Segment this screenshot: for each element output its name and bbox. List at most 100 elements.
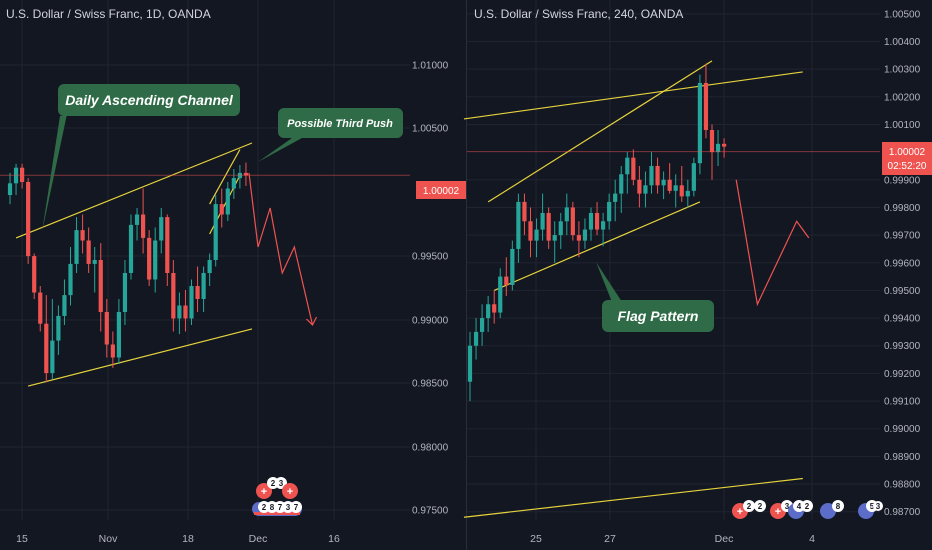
candle-body	[153, 240, 158, 280]
candle-body	[534, 229, 539, 241]
price-axis-tick-label: 0.98000	[412, 443, 449, 454]
candle-body	[709, 130, 715, 153]
candle-body	[177, 305, 182, 319]
swiss-cross-glyph: +	[737, 506, 743, 518]
trendline	[463, 477, 803, 518]
price-axis-tick-label: 1.00500	[884, 9, 921, 20]
candle-body	[195, 286, 200, 299]
event-count-text: 5	[870, 502, 875, 511]
left-price-tag-bg	[416, 181, 466, 199]
right-time-axis[interactable]: 25 27 Dec 4	[530, 533, 815, 545]
price-axis-tick-label: 0.99700	[884, 231, 921, 242]
time-axis-tick-label: Nov	[99, 533, 118, 545]
price-axis-tick-label: 0.99200	[884, 369, 921, 380]
daily-channel-box	[58, 84, 240, 116]
candle-body	[588, 212, 594, 230]
price-axis-tick-label: 0.98500	[412, 379, 449, 390]
candle-body	[201, 273, 206, 299]
candle-body	[492, 304, 497, 313]
third-push-box	[278, 108, 403, 138]
candle-body	[564, 207, 569, 222]
price-axis-tick-label: 0.99000	[884, 424, 921, 435]
price-axis-tick-label: 0.99500	[412, 252, 449, 263]
event-count-text: 3	[785, 502, 790, 511]
event-count-badge	[290, 501, 302, 513]
candle-body	[134, 214, 140, 225]
candle-body	[607, 201, 612, 222]
candle-body	[703, 82, 709, 130]
event-count-badge	[873, 501, 883, 511]
candle-body	[715, 143, 721, 153]
right-price-axis[interactable]: 1.00500 1.00400 1.00300 1.00200 1.00100 0.999…	[884, 9, 921, 518]
event-count-text: 8	[270, 503, 275, 512]
event-count-text: 2	[758, 502, 763, 511]
candle-body	[7, 183, 13, 195]
candle-body	[86, 240, 91, 264]
event-count-text: 2	[805, 502, 810, 511]
trendline	[493, 201, 701, 291]
event-count-badge	[743, 500, 755, 512]
candle-body	[582, 229, 588, 241]
candle-body	[183, 305, 188, 319]
candle-body	[649, 165, 654, 186]
third-push-text: Possible Third Push	[287, 118, 393, 130]
candle-body	[68, 263, 73, 296]
swiss-cross-glyph: +	[775, 506, 781, 518]
candle-body	[667, 179, 672, 191]
event-count-text: 7	[294, 503, 299, 512]
candle-body	[231, 178, 236, 189]
time-axis-tick-label: Dec	[249, 533, 268, 545]
candle-body	[625, 157, 630, 175]
price-axis-tick-label: 1.00500	[412, 124, 449, 135]
candle-body	[128, 224, 134, 273]
price-axis-tick-label: 1.00400	[884, 37, 921, 48]
possible-third-push-label[interactable]: Possible Third Push	[258, 108, 403, 162]
us-flag-icon	[820, 503, 836, 519]
candle-body	[219, 204, 224, 215]
flag-pattern-box	[602, 300, 714, 332]
left-price-axis[interactable]: 1.01000 1.00500 0.99500 0.99000 0.98500 0.980…	[412, 61, 449, 517]
candle-body	[613, 193, 618, 202]
candle-body	[504, 276, 509, 285]
price-axis-tick-label: 0.99800	[884, 203, 921, 214]
candle-body	[38, 292, 43, 324]
candle-body	[171, 273, 176, 319]
right-trendlines[interactable]	[463, 60, 803, 518]
candle-body	[207, 260, 212, 273]
time-axis-tick-label: Dec	[715, 533, 734, 545]
right-event-badges[interactable]: + 2 2 + 3 4 2 8 5 3	[732, 500, 883, 519]
candle-body	[679, 185, 684, 197]
candle-body	[546, 212, 551, 241]
left-chart-panel[interactable]: 1.01000 1.00500 0.99500 0.99000 0.98500 0.980…	[0, 0, 466, 545]
right-last-price-tag: 1.00002 02:52:20	[882, 142, 932, 175]
candle-body	[661, 179, 666, 186]
left-price-tag-text: 1.00002	[423, 186, 460, 197]
right-projection	[735, 179, 810, 307]
candle-body	[697, 82, 702, 164]
candle-body	[685, 190, 690, 197]
right-price-tag-text: 1.00002	[889, 147, 926, 158]
left-time-axis[interactable]: 15 Nov 18 Dec 16	[16, 533, 340, 545]
right-chart-panel[interactable]: 1.00500 1.00400 1.00300 1.00200 1.00100 0.999…	[463, 0, 932, 545]
candle-body	[110, 344, 115, 358]
event-count-text: 2	[747, 502, 752, 511]
price-axis-tick-label: 0.99900	[884, 175, 921, 186]
projection-arrowhead	[306, 316, 318, 327]
right-candles	[467, 63, 727, 402]
us-flag-stripe	[254, 512, 300, 515]
swiss-cross-glyph: +	[287, 486, 293, 498]
flag-pattern-label[interactable]: Flag Pattern	[596, 262, 714, 332]
candle-body	[147, 237, 152, 280]
candle-body	[486, 304, 491, 319]
candle-body	[50, 340, 55, 374]
flag-pattern-pointer	[596, 262, 622, 302]
time-axis-tick-label: 16	[328, 533, 340, 545]
event-count-text: 3	[279, 479, 284, 488]
candle-body	[98, 260, 103, 312]
swiss-cross-glyph: +	[261, 486, 267, 498]
swiss-flag-icon	[282, 483, 298, 499]
left-event-badges[interactable]: + 2 3 + 2 8 7 3 7	[252, 477, 302, 516]
price-axis-tick-label: 1.01000	[412, 61, 449, 72]
daily-ascending-channel-label[interactable]: Daily Ascending Channel	[42, 84, 240, 232]
